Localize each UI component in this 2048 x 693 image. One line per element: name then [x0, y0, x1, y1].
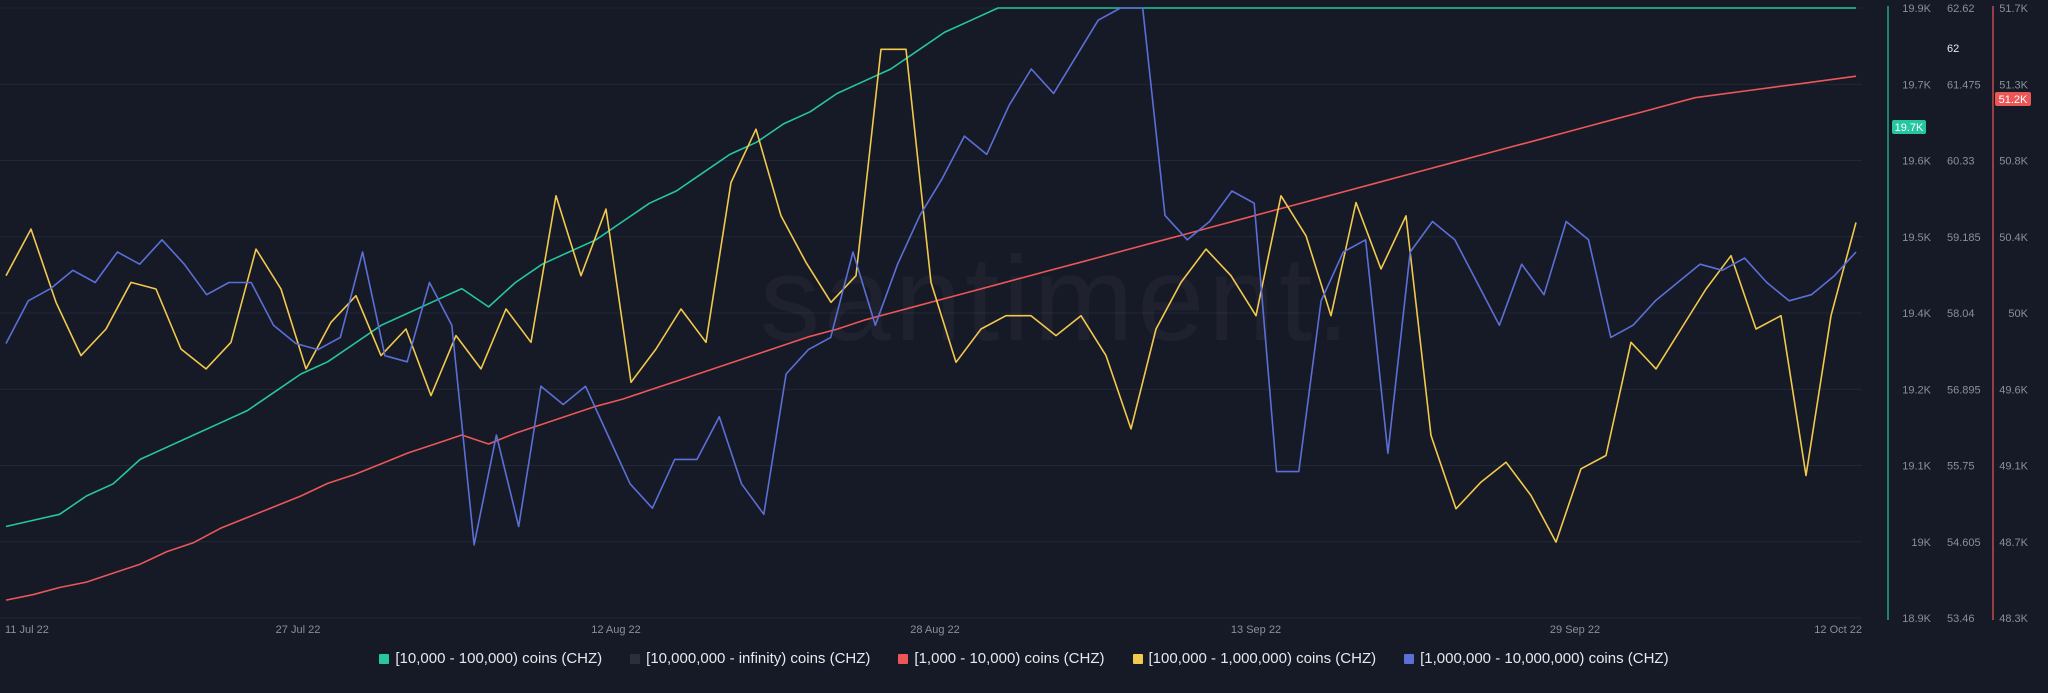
y-tick-label-yellow: 62.62: [1947, 3, 1975, 15]
y-tick-label-yellow: 60.33: [1947, 156, 1975, 168]
value-badge-red: [1995, 92, 2031, 106]
series-line-0: [5, 7, 1856, 528]
legend-swatch: [630, 653, 641, 664]
y-tick-label-red: 49.6K: [1999, 384, 2028, 396]
x-tick-label: 12 Aug 22: [591, 624, 641, 636]
legend-item[interactable]: [1,000,000 - 10,000,000) coins (CHZ): [1404, 650, 1669, 667]
x-tick-label: 27 Jul 22: [276, 624, 321, 636]
legend-label: [1,000 - 10,000) coins (CHZ): [914, 650, 1105, 667]
x-tick-label: 12 Oct 22: [1814, 624, 1862, 636]
legend-label: [10,000,000 - infinity) coins (CHZ): [646, 650, 871, 667]
legend-label: [10,000 - 100,000) coins (CHZ): [395, 650, 603, 667]
y-tick-label-yellow: 55.75: [1947, 461, 1975, 473]
value-badge-green-text: 19.7K: [1895, 122, 1924, 134]
y-tick-label-green: 19.6K: [1902, 156, 1931, 168]
x-axis: 11 Jul 22 27 Jul 22 12 Aug 22 28 Aug 22 13 S…: [5, 624, 1862, 636]
y-tick-label-green: 19.1K: [1902, 461, 1931, 473]
legend-swatch: [1404, 653, 1415, 664]
y-tick-label-red: 50.4K: [1999, 232, 2028, 244]
y-tick-label-red: 51.3K: [1999, 79, 2028, 91]
y-tick-label-red: 48.3K: [1999, 613, 2028, 625]
y-axis-yellow: 53.46 54.605 55.75 56.895 58.04 59.185 60.33 61…: [1947, 3, 1981, 625]
value-badge-yellow-text: 62: [1947, 43, 1959, 55]
x-tick-label: 28 Aug 22: [910, 624, 960, 636]
legend-label: [1,000,000 - 10,000,000) coins (CHZ): [1420, 650, 1669, 667]
y-tick-label-yellow: 54.605: [1947, 537, 1981, 549]
legend-label: [100,000 - 1,000,000) coins (CHZ): [1148, 650, 1377, 667]
x-tick-label: 29 Sep 22: [1550, 624, 1600, 636]
y-tick-label-red: 51.7K: [1999, 3, 2028, 15]
legend-swatch: [898, 653, 909, 664]
series-line-4: [5, 7, 1857, 546]
x-tick-label: 11 Jul 22: [5, 624, 49, 636]
y-tick-label-green: 19.4K: [1902, 308, 1931, 320]
legend-swatch: [1132, 653, 1143, 664]
legend-item[interactable]: [100,000 - 1,000,000) coins (CHZ): [1132, 650, 1377, 667]
y-tick-label-green: 19K: [1911, 537, 1931, 549]
y-tick-label-yellow: 61.475: [1947, 79, 1981, 91]
y-tick-label-red: 50.8K: [1999, 156, 2028, 168]
y-tick-label-green: 19.7K: [1902, 79, 1931, 91]
value-badge-red-text: 51.2K: [1999, 94, 2028, 106]
y-axis-red: 48.3K 48.7K 49.1K 49.6K 50K 50.4K 50.8K 51.3K 51…: [1992, 3, 2031, 625]
y-tick-label-yellow: 58.04: [1947, 308, 1975, 320]
y-tick-label-green: 19.9K: [1902, 3, 1931, 15]
series-line-2: [5, 75, 1857, 601]
x-tick-label: 13 Sep 22: [1231, 624, 1281, 636]
value-badge-green: [1892, 120, 1926, 134]
y-axis-green: 18.9K 19K 19.1K 19.2K 19.4K 19.5K 19.6K 19.7K 19…: [1887, 3, 1932, 625]
legend-item[interactable]: [1,000 - 10,000) coins (CHZ): [898, 650, 1105, 667]
legend-item[interactable]: [10,000 - 100,000) coins (CHZ): [379, 650, 602, 667]
y-tick-label-yellow: 56.895: [1947, 384, 1981, 396]
y-tick-label-green: 19.2K: [1902, 384, 1931, 396]
y-tick-label-green: 19.5K: [1902, 232, 1931, 244]
line-chart: santiment. 11 Jul 22 27 Jul 22 12 Aug 22 28…: [0, 3, 2031, 636]
watermark-text: santiment.: [760, 232, 1354, 366]
series-layer: [5, 7, 1857, 601]
legend: [10,000 - 100,000) coins (CHZ) [10,000,00…: [0, 650, 2048, 667]
y-tick-label-red: 48.7K: [1999, 537, 2028, 549]
y-tick-label-green: 18.9K: [1902, 613, 1931, 625]
y-tick-label-yellow: 59.185: [1947, 232, 1981, 244]
y-tick-label-yellow: 53.46: [1947, 613, 1975, 625]
y-tick-label-red: 49.1K: [1999, 461, 2028, 473]
legend-item[interactable]: [10,000,000 - infinity) coins (CHZ): [630, 650, 870, 667]
y-tick-label-red: 50K: [2008, 308, 2028, 320]
series-line-3: [5, 48, 1857, 543]
grid-lines: [0, 7, 1862, 619]
legend-swatch: [379, 653, 390, 664]
